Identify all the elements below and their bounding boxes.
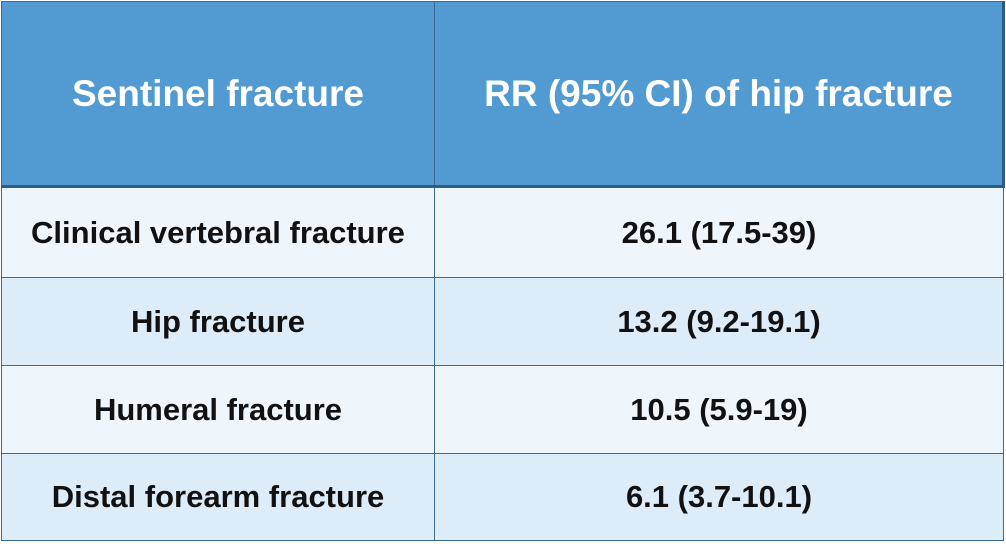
header-sentinel-fracture: Sentinel fracture bbox=[1, 1, 435, 188]
header-relative-risk: RR (95% CI) of hip fracture bbox=[434, 1, 1005, 188]
cell-rr: 6.1 (3.7-10.1) bbox=[434, 452, 1004, 542]
cell-fracture: Hip fracture bbox=[1, 277, 435, 367]
cell-fracture: Clinical vertebral fracture bbox=[1, 185, 435, 279]
table-header-row: Sentinel fracture RR (95% CI) of hip fra… bbox=[1, 1, 1005, 188]
table-row: Hip fracture 13.2 (9.2-19.1) bbox=[1, 277, 1004, 367]
cell-fracture: Distal forearm fracture bbox=[1, 452, 435, 542]
cell-rr: 13.2 (9.2-19.1) bbox=[434, 277, 1004, 367]
cell-fracture: Humeral fracture bbox=[1, 365, 435, 454]
table-row: Distal forearm fracture 6.1 (3.7-10.1) bbox=[1, 452, 1004, 542]
cell-rr: 26.1 (17.5-39) bbox=[434, 185, 1004, 279]
cell-rr: 10.5 (5.9-19) bbox=[434, 365, 1004, 454]
table-row: Clinical vertebral fracture 26.1 (17.5-3… bbox=[1, 185, 1004, 279]
table-row: Humeral fracture 10.5 (5.9-19) bbox=[1, 365, 1004, 454]
